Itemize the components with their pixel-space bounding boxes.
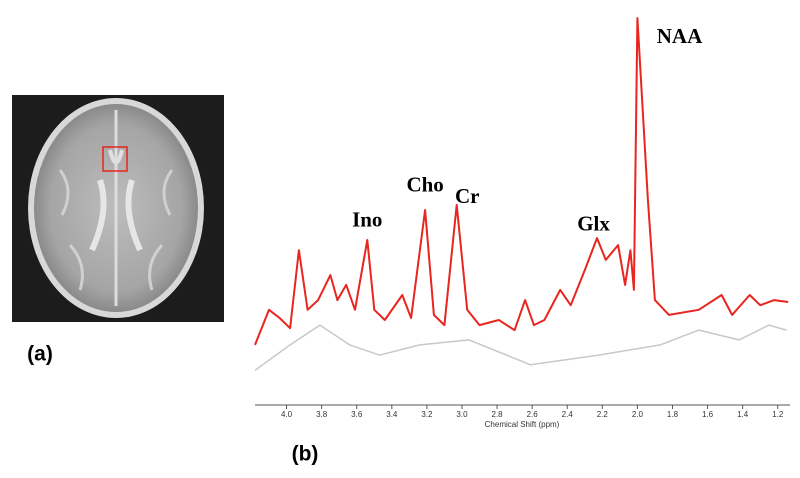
- panel-label: (a): [27, 343, 53, 366]
- x-tick-label: 3.8: [316, 410, 328, 419]
- x-tick-label: 2.8: [492, 410, 504, 419]
- x-tick-label: 1.4: [737, 410, 749, 419]
- x-tick-label: 3.6: [351, 410, 363, 419]
- x-tick-label: 3.4: [386, 410, 398, 419]
- x-tick-label: 2.4: [562, 410, 574, 419]
- x-tick-label: 3.2: [421, 410, 433, 419]
- peak-label: Cho: [406, 172, 443, 196]
- x-tick-label: 4.0: [281, 410, 293, 419]
- x-tick-label: 2.2: [597, 410, 609, 419]
- peak-label: NAA: [657, 24, 703, 48]
- x-tick-label: 2.6: [527, 410, 539, 419]
- spectrum-line: [254, 324, 787, 371]
- x-axis-title: Chemical Shift (ppm): [485, 420, 560, 429]
- x-tick-label: 1.2: [772, 410, 784, 419]
- mri-image: [12, 95, 224, 322]
- x-tick-label: 1.6: [702, 410, 714, 419]
- x-tick-label: 3.0: [456, 410, 468, 419]
- spectrum-line: [254, 17, 789, 346]
- x-tick-label: 1.8: [667, 410, 679, 419]
- x-tick-label: 2.0: [632, 410, 644, 419]
- peak-label: Glx: [577, 211, 610, 235]
- panel-label: (b): [292, 443, 319, 466]
- peak-label: Ino: [352, 208, 382, 232]
- peak-label: Cr: [455, 184, 480, 208]
